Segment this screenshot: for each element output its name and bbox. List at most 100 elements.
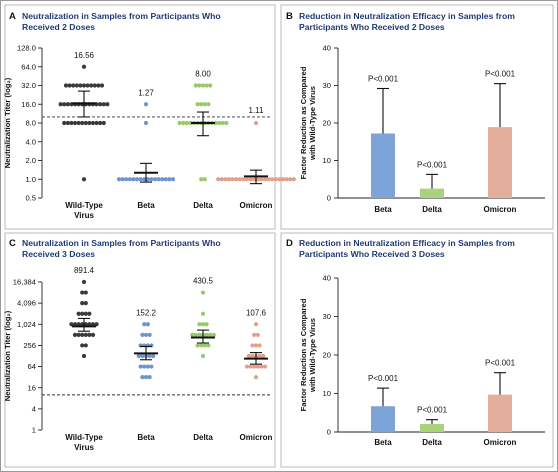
c-data-point (83, 322, 88, 327)
c-data-point (69, 322, 74, 327)
c-mean-label: 430.5 (193, 277, 214, 286)
c-data-point (147, 353, 152, 359)
b-y-tick-label: 20 (323, 119, 331, 128)
c-data-point (87, 322, 92, 327)
b-y-tick-label: 0 (327, 194, 331, 203)
c-data-point (204, 332, 209, 337)
a-data-point (216, 177, 221, 182)
d-category-label: Delta (422, 438, 442, 447)
a-data-point (206, 102, 211, 107)
b-bar (420, 188, 444, 198)
a-data-point (71, 83, 76, 88)
a-data-point (177, 120, 182, 126)
a-data-point (83, 120, 88, 126)
c-category-label: Omicron (240, 433, 273, 442)
panel-c-plot: 1 4 16 64 256 1,024 4,096 16,384 Neutralization … (3, 266, 273, 452)
c-data-point (250, 353, 255, 359)
a-data-point (65, 120, 70, 126)
c-data-point (80, 343, 85, 348)
c-data-point (250, 343, 255, 348)
a-data-point (96, 83, 101, 88)
a-data-point (204, 83, 209, 88)
c-data-point (253, 375, 259, 380)
a-data-point (116, 177, 122, 182)
c-data-point (197, 322, 202, 327)
c-data-point (83, 343, 88, 348)
c-data-point (195, 343, 200, 348)
b-significance-label: P<0.001 (368, 75, 399, 84)
c-data-point (199, 343, 204, 348)
c-mean-label: 891.4 (74, 266, 95, 275)
c-data-point (253, 322, 259, 327)
c-y-tick-label: 4 (32, 404, 36, 413)
c-data-point (138, 364, 143, 369)
a-y-tick-label: 2.0 (25, 156, 36, 165)
c-data-point (80, 311, 85, 316)
a-y-tick-label: 32.0 (21, 81, 36, 90)
c-data-point (80, 332, 85, 337)
d-y-tick-label: 30 (323, 312, 331, 321)
a-data-point (202, 102, 207, 107)
c-y-tick-label: 1 (32, 426, 36, 435)
a-data-point (193, 83, 198, 88)
c-data-point (255, 364, 260, 369)
a-data-point (291, 177, 296, 182)
c-data-point (142, 364, 147, 369)
c-mean-label: 107.6 (246, 308, 267, 317)
c-data-point (248, 364, 253, 369)
a-data-point (98, 120, 103, 126)
c-data-point (142, 322, 147, 327)
a-data-point (280, 177, 286, 182)
a-mean-label: 1.27 (138, 88, 154, 97)
a-data-point (226, 177, 232, 182)
c-y-tick-label: 16 (28, 383, 36, 392)
a-data-point (234, 177, 239, 182)
c-data-point (72, 332, 78, 337)
a-data-point (163, 177, 168, 182)
a-data-point (199, 102, 204, 107)
a-data-point (134, 177, 140, 182)
c-data-point (80, 290, 85, 295)
a-data-point (94, 120, 99, 126)
a-data-point (143, 120, 149, 126)
a-data-point (195, 102, 200, 107)
c-data-point (262, 364, 268, 369)
panel-c-frame (4, 232, 276, 468)
a-mean-label: 1.11 (249, 106, 265, 115)
a-data-point (167, 177, 172, 182)
a-data-point (101, 102, 106, 107)
d-bar (488, 394, 512, 432)
a-data-point (223, 177, 228, 182)
c-data-point (257, 343, 262, 348)
c-data-point (200, 290, 206, 295)
c-data-point (90, 332, 96, 337)
panel-a-letter: A (9, 11, 16, 22)
b-bar (488, 127, 512, 198)
a-data-point (124, 177, 129, 182)
panel-a-heading: A Neutralization in Samples from Partici… (9, 11, 221, 32)
b-y-tick-label: 40 (323, 44, 331, 53)
panel-a-title-line1: Neutralization in Samples from Participa… (22, 11, 221, 21)
a-y-axis-title: Neutralization Titer (log₂) (3, 77, 12, 168)
panel-c-heading: C Neutralization in Samples from Partici… (9, 238, 221, 259)
a-data-point (62, 102, 67, 107)
a-data-point (63, 83, 69, 88)
c-data-point (255, 332, 260, 337)
a-data-point (259, 177, 264, 182)
a-data-point (213, 120, 218, 126)
a-y-tick-label: 128.0 (17, 44, 36, 53)
panel-b-plot: 0 10 20 30 40 Factor Reduction as Compared wit… (299, 44, 545, 214)
a-data-point (237, 177, 242, 182)
a-data-point (284, 177, 289, 182)
d-y-tick-label: 40 (323, 274, 331, 283)
c-data-point (140, 332, 145, 337)
c-data-point (206, 343, 211, 348)
a-data-point (58, 102, 63, 107)
c-data-point (81, 353, 87, 359)
a-data-point (143, 102, 149, 107)
a-data-point (81, 83, 87, 88)
a-data-point (188, 120, 193, 126)
d-y-tick-label: 0 (327, 428, 331, 437)
a-y-tick-label: 8.0 (25, 119, 36, 128)
d-y-axis-title: with Wild-Type Virus (308, 318, 317, 393)
